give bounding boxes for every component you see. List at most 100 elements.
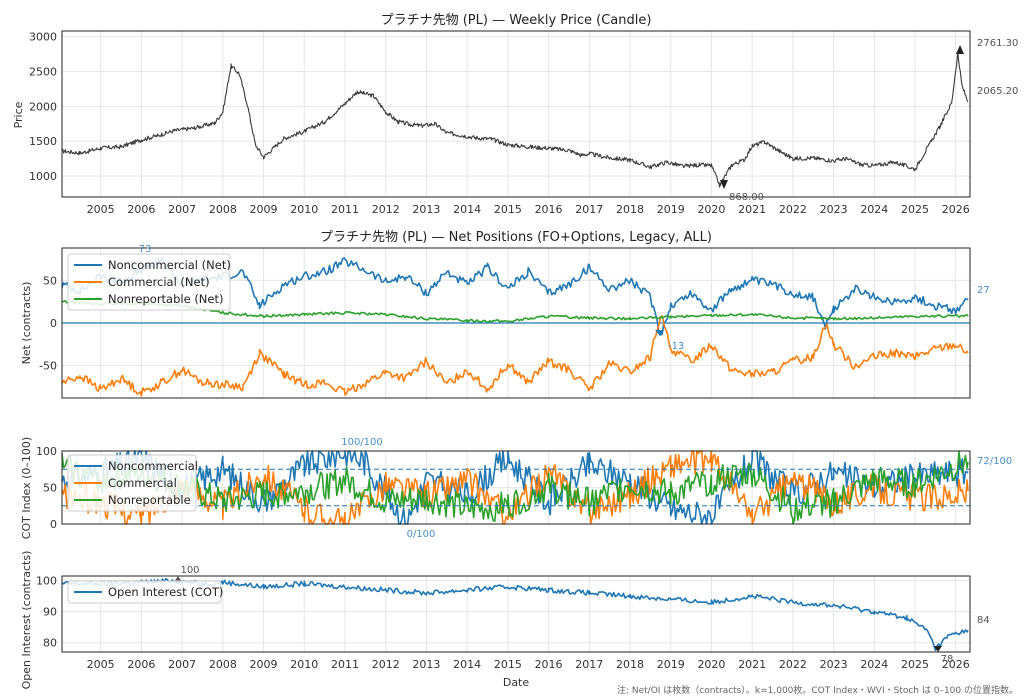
x-tick-label: 2022	[779, 203, 807, 216]
cot-series	[61, 450, 969, 525]
price-series	[62, 51, 969, 188]
oi-tick-labels: 2005 2006 2007 2008 2009 2010 2011 2012 2013 2014…	[36, 575, 970, 671]
cot-last-annotation: 72/100	[977, 456, 1012, 467]
x-tick-label: 2007	[168, 658, 196, 671]
oi-max-annotation: 100	[180, 565, 199, 576]
x-tick-label: 2018	[616, 203, 644, 216]
series-line	[62, 51, 969, 188]
x-tick-label: 2011	[331, 203, 359, 216]
net-max-annotation: 73	[139, 244, 152, 255]
x-tick-label: 2012	[372, 658, 400, 671]
x-tick-label: 2006	[127, 203, 155, 216]
x-tick-label: 2024	[860, 203, 888, 216]
cot-legend-label-commercial: Commercial	[108, 476, 177, 490]
x-tick-label: 2026	[942, 203, 970, 216]
series-line	[61, 450, 969, 525]
low-marker	[720, 180, 728, 189]
x-tick-label: 2016	[535, 203, 563, 216]
cot-legend-label-noncommercial: Noncommercial	[108, 459, 198, 473]
net-plot-frame	[61, 247, 971, 399]
cot-legend: Noncommercial Commercial Nonreportable	[67, 454, 198, 512]
y-tick-label: -50	[39, 360, 57, 373]
x-tick-label: 2008	[209, 203, 237, 216]
cot-legend-box	[67, 454, 197, 512]
x-tick-label: 2009	[250, 203, 278, 216]
x-tick-label: 2011	[331, 658, 359, 671]
x-tick-label: 2021	[738, 203, 766, 216]
net-tick-labels: 50 0 -50	[39, 274, 57, 372]
y-tick-label: 80	[43, 637, 57, 650]
net-legend-label-commercial: Commercial (Net)	[108, 275, 210, 289]
open-interest-panel: Open Interest (contracts) 2005 2006 2007 20…	[20, 551, 990, 690]
x-tick-label: 2016	[535, 658, 563, 671]
y-tick-label: 2500	[29, 65, 57, 78]
cot-y-axis-label: COT Index (0–100)	[20, 437, 33, 539]
price-tick-labels: 2005 2006 2007 2008 2009 2010 2011 2012 2013 2014…	[29, 31, 970, 216]
cot-min-annotation: 0/100	[407, 529, 436, 540]
x-tick-label: 2015	[494, 658, 522, 671]
x-tick-label: 2023	[820, 203, 848, 216]
net-chart-title: プラチナ先物 (PL) — Net Positions (FO+Options,…	[320, 230, 712, 245]
cot-plot-frame	[61, 450, 971, 525]
net-min-marker	[655, 330, 664, 336]
oi-legend-label: Open Interest (COT)	[108, 585, 223, 599]
low-annotation: 868.00	[729, 192, 764, 203]
footnote: 注: Net/OI は枚数（contracts）。k=1,000枚。COT In…	[617, 684, 1018, 696]
y-tick-label: 3000	[29, 31, 57, 44]
price-chart-title: プラチナ先物 (PL) — Weekly Price (Candle)	[381, 13, 652, 28]
x-tick-label: 2009	[250, 658, 278, 671]
net-legend-label-nonreportable: Nonreportable (Net)	[108, 292, 223, 306]
oi-legend: Open Interest (COT)	[67, 580, 223, 604]
net-y-axis-label: Net (contracts)	[20, 282, 33, 365]
x-tick-label: 2020	[697, 658, 725, 671]
x-tick-label: 2025	[901, 203, 929, 216]
x-tick-label: 2005	[87, 203, 115, 216]
y-tick-label: 100	[36, 445, 57, 458]
last-price-annotation: 2065.20	[977, 86, 1018, 97]
x-tick-label: 2014	[453, 658, 481, 671]
x-tick-label: 2023	[820, 658, 848, 671]
cot-index-panel: COT Index (0–100) 100 50 0 100/100 0/100 7…	[20, 437, 1012, 540]
x-axis-label: Date	[503, 676, 530, 689]
x-tick-label: 2022	[779, 658, 807, 671]
net-positions-panel: プラチナ先物 (PL) — Net Positions (FO+Options,…	[20, 230, 990, 399]
x-tick-label: 2015	[494, 203, 522, 216]
x-tick-label: 2010	[290, 658, 318, 671]
y-tick-label: 0	[50, 518, 57, 531]
y-tick-label: 100	[36, 575, 57, 588]
x-tick-label: 2006	[127, 658, 155, 671]
x-tick-label: 2024	[860, 658, 888, 671]
x-tick-label: 2019	[657, 203, 685, 216]
oi-legend-box	[67, 580, 222, 604]
oi-y-axis-label: Open Interest (contracts)	[20, 551, 33, 690]
y-tick-label: 50	[43, 274, 57, 287]
oi-min-annotation: 78	[941, 654, 954, 665]
x-tick-label: 2008	[209, 658, 237, 671]
oi-last-annotation: 84	[977, 615, 990, 626]
cot-legend-label-nonreportable: Nonreportable	[108, 493, 191, 507]
x-tick-label: 2012	[372, 203, 400, 216]
series-line	[61, 450, 969, 525]
y-tick-label: 2000	[29, 100, 57, 113]
x-tick-label: 2007	[168, 203, 196, 216]
x-tick-label: 2013	[412, 203, 440, 216]
cot-tick-labels: 100 50 0	[36, 445, 57, 531]
x-tick-label: 2017	[575, 658, 603, 671]
y-tick-label: 1500	[29, 135, 57, 148]
x-tick-label: 2014	[453, 203, 481, 216]
series-line	[61, 299, 969, 323]
price-y-axis-label: Price	[12, 101, 25, 128]
net-legend-label-noncommercial: Noncommercial (Net)	[108, 258, 231, 272]
x-tick-label: 2026	[942, 658, 970, 671]
high-marker	[956, 45, 964, 54]
y-tick-label: 90	[43, 606, 57, 619]
y-tick-label: 0	[50, 317, 57, 330]
y-tick-label: 50	[43, 482, 57, 495]
oi-plot-frame	[61, 575, 971, 653]
net-min-annotation: -13	[668, 341, 684, 352]
net-legend-box	[67, 253, 231, 311]
x-tick-label: 2013	[412, 658, 440, 671]
net-last-annotation: 27	[977, 285, 990, 296]
price-plot-frame	[61, 30, 971, 198]
